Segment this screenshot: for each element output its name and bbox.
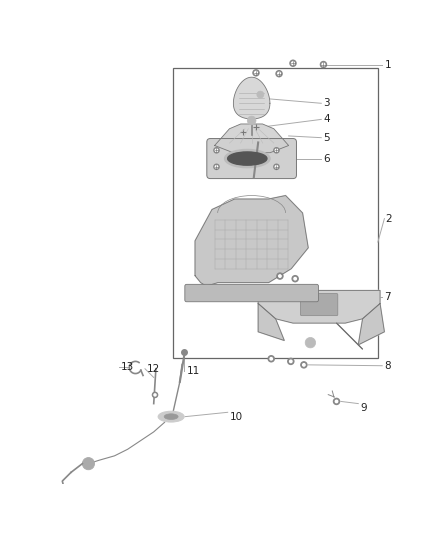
Text: 3: 3 [323, 98, 330, 108]
Circle shape [274, 148, 279, 153]
Circle shape [294, 278, 297, 280]
Circle shape [292, 276, 298, 282]
FancyBboxPatch shape [207, 139, 297, 179]
Polygon shape [258, 303, 284, 341]
Text: 6: 6 [323, 154, 330, 164]
Circle shape [253, 70, 259, 76]
Circle shape [270, 358, 272, 360]
Circle shape [277, 273, 283, 279]
Circle shape [288, 358, 294, 365]
Text: 13: 13 [121, 362, 134, 373]
Circle shape [290, 60, 296, 66]
Circle shape [300, 290, 306, 296]
Ellipse shape [164, 414, 178, 419]
Text: 9: 9 [360, 403, 367, 413]
Ellipse shape [225, 149, 270, 168]
Circle shape [290, 360, 292, 362]
Circle shape [278, 72, 280, 75]
Circle shape [301, 292, 304, 294]
Circle shape [254, 71, 258, 74]
Ellipse shape [228, 152, 267, 165]
Circle shape [214, 164, 219, 169]
Circle shape [301, 362, 307, 368]
Circle shape [152, 392, 158, 398]
Circle shape [292, 62, 294, 64]
Ellipse shape [158, 411, 184, 422]
Polygon shape [336, 323, 363, 349]
Circle shape [215, 149, 218, 151]
Polygon shape [258, 290, 380, 323]
Text: 4: 4 [323, 115, 330, 124]
Circle shape [303, 364, 305, 366]
Text: 5: 5 [323, 133, 330, 143]
Circle shape [322, 63, 325, 66]
Text: 2: 2 [386, 214, 392, 224]
Circle shape [305, 337, 316, 348]
Circle shape [215, 166, 218, 168]
Circle shape [275, 166, 278, 168]
Circle shape [274, 164, 279, 169]
Polygon shape [195, 196, 308, 286]
Circle shape [279, 275, 281, 277]
Circle shape [333, 398, 339, 405]
Text: 1: 1 [385, 60, 391, 70]
Text: 8: 8 [385, 361, 391, 371]
Circle shape [199, 292, 202, 294]
Polygon shape [233, 77, 270, 119]
Circle shape [154, 394, 156, 396]
Circle shape [257, 91, 264, 98]
Text: 11: 11 [186, 366, 200, 376]
Polygon shape [358, 303, 385, 345]
FancyBboxPatch shape [185, 284, 318, 302]
Circle shape [321, 61, 326, 68]
Circle shape [276, 71, 282, 77]
Polygon shape [215, 124, 289, 152]
Circle shape [214, 148, 219, 153]
Text: 7: 7 [385, 292, 391, 302]
Circle shape [82, 457, 95, 470]
Circle shape [275, 149, 278, 151]
Circle shape [268, 356, 274, 362]
Circle shape [198, 290, 204, 296]
Circle shape [60, 488, 68, 496]
Text: 10: 10 [230, 411, 243, 422]
FancyBboxPatch shape [300, 294, 338, 316]
Circle shape [247, 116, 256, 125]
Bar [173, 68, 378, 358]
Text: 12: 12 [147, 364, 160, 374]
Circle shape [336, 400, 338, 402]
